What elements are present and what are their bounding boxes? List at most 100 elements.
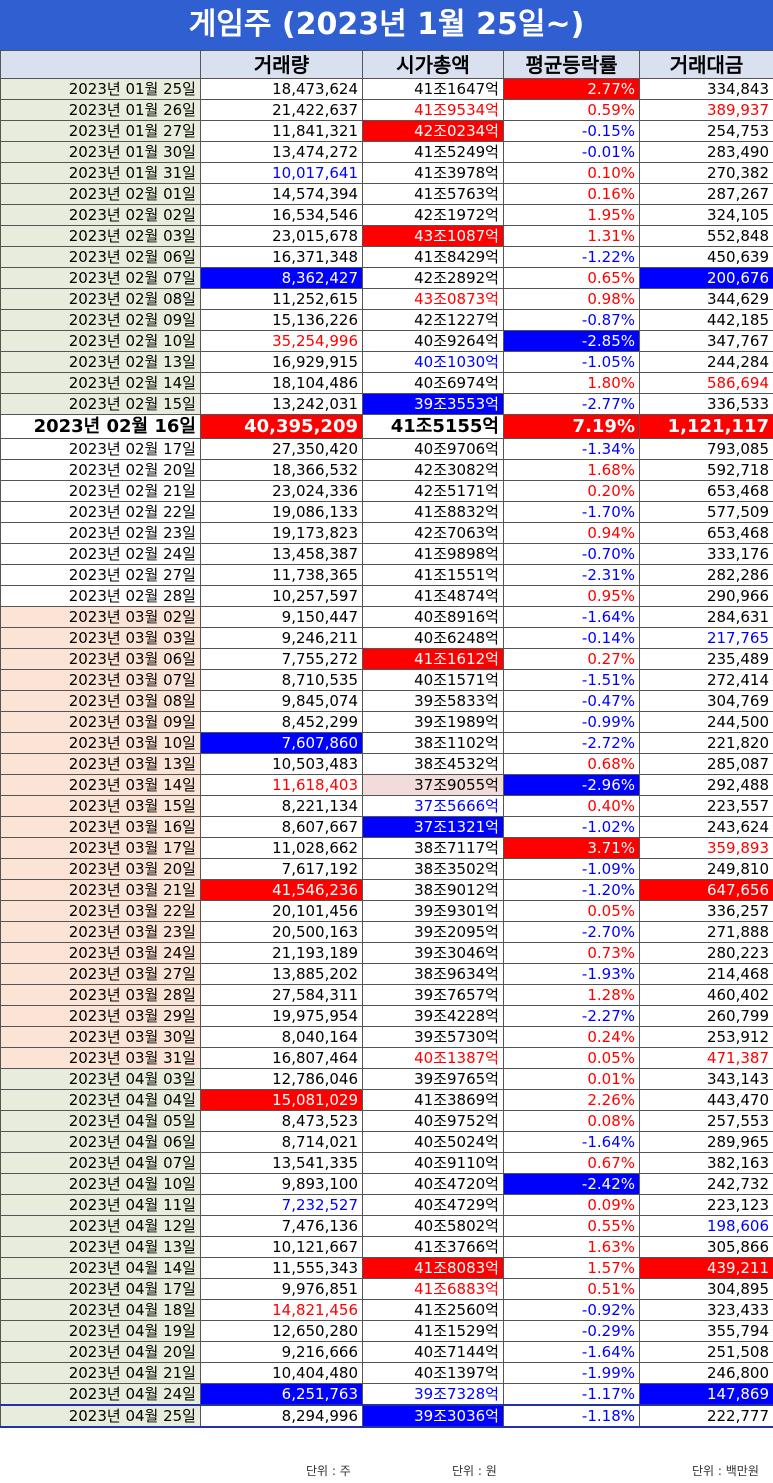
cell-amount: 305,866 [639,1236,773,1258]
cell-cap: 41조8083억 [362,1257,504,1279]
cell-date: 2023년 01월 27일 [0,120,201,142]
cell-volume: 16,534,546 [200,204,363,226]
table-row: 2023년 02월 16일 40,395,209 41조5155억 7.19% 1,12… [0,414,773,439]
cell-amount: 647,656 [639,879,773,901]
cell-amount: 254,753 [639,120,773,142]
cell-rate: 1.68% [503,459,640,481]
cell-date: 2023년 02월 20일 [0,459,201,481]
table-row: 2023년 04월 17일 9,976,851 41조6883억 0.51% 304,8… [0,1278,773,1300]
cell-amount: 442,185 [639,309,773,331]
cell-date: 2023년 02월 28일 [0,585,201,607]
cell-amount: 272,414 [639,669,773,691]
cell-amount: 577,509 [639,501,773,523]
cell-date: 2023년 04월 11일 [0,1194,201,1216]
table-row: 2023년 02월 08일 11,252,615 43조0873억 0.98% 344,… [0,288,773,310]
cell-date: 2023년 02월 08일 [0,288,201,310]
cell-rate: 7.19% [503,414,640,439]
cell-rate: 0.65% [503,267,640,289]
cell-date: 2023년 03월 14일 [0,774,201,796]
cell-date: 2023년 02월 03일 [0,225,201,247]
cell-date: 2023년 04월 25일 [0,1404,201,1428]
cell-rate: 0.05% [503,1047,640,1069]
cell-volume: 8,710,535 [200,669,363,691]
cell-cap: 41조8429억 [362,246,504,268]
cell-rate: 0.20% [503,480,640,502]
cell-cap: 38조4532억 [362,753,504,775]
cell-cap: 40조9110억 [362,1152,504,1174]
cell-rate: 1.63% [503,1236,640,1258]
cell-date: 2023년 02월 23일 [0,522,201,544]
cell-date: 2023년 02월 17일 [0,438,201,460]
table-row: 2023년 03월 17일 11,028,662 38조7117억 3.71% 359,… [0,837,773,859]
table-row: 2023년 02월 13일 16,929,915 40조1030억 -1.05% 244… [0,351,773,373]
cell-cap: 37조1321억 [362,816,504,838]
cell-rate: 0.08% [503,1110,640,1132]
cell-cap: 39조3553억 [362,393,504,415]
cell-date: 2023년 04월 18일 [0,1299,201,1321]
cell-cap: 41조1551억 [362,564,504,586]
cell-amount: 282,286 [639,564,773,586]
cell-volume: 7,755,272 [200,648,363,670]
cell-volume: 11,738,365 [200,564,363,586]
cell-amount: 304,769 [639,690,773,712]
table-row: 2023년 03월 24일 21,193,189 39조3046억 0.73% 280,… [0,942,773,964]
cell-volume: 21,422,637 [200,99,363,121]
cell-amount: 217,765 [639,627,773,649]
cell-volume: 13,541,335 [200,1152,363,1174]
cell-volume: 35,254,996 [200,330,363,352]
cell-cap: 41조3978억 [362,162,504,184]
cell-date: 2023년 03월 31일 [0,1047,201,1069]
cell-rate: 0.55% [503,1215,640,1237]
cell-amount: 592,718 [639,459,773,481]
cell-rate: 0.51% [503,1278,640,1300]
table-row: 2023년 03월 02일 9,150,447 40조8916억 -1.64% 284,… [0,606,773,628]
unit-amount: 단위 : 백만원 [692,1464,759,1478]
cell-volume: 9,246,211 [200,627,363,649]
cell-date: 2023년 03월 10일 [0,732,201,754]
cell-volume: 8,473,523 [200,1110,363,1132]
cell-volume: 27,350,420 [200,438,363,460]
sheet-title: 게임주 (2023년 1월 25일~) [0,0,773,50]
table-row: 2023년 04월 21일 10,404,480 40조1397억 -1.99% 246… [0,1362,773,1384]
cell-amount: 552,848 [639,225,773,247]
cell-rate: -1.51% [503,669,640,691]
cell-amount: 200,676 [639,267,773,289]
cell-amount: 324,105 [639,204,773,226]
cell-cap: 41조9534억 [362,99,504,121]
header-row: 거래량 시가총액 평균등락률 거래대금 [0,50,773,79]
cell-volume: 18,366,532 [200,459,363,481]
cell-volume: 11,252,615 [200,288,363,310]
cell-date: 2023년 02월 22일 [0,501,201,523]
cell-date: 2023년 04월 12일 [0,1215,201,1237]
cell-amount: 270,382 [639,162,773,184]
cell-rate: -1.22% [503,246,640,268]
cell-date: 2023년 03월 13일 [0,753,201,775]
cell-amount: 244,500 [639,711,773,733]
cell-date: 2023년 03월 29일 [0,1005,201,1027]
cell-amount: 244,284 [639,351,773,373]
cell-date: 2023년 03월 16일 [0,816,201,838]
cell-rate: -1.70% [503,501,640,523]
cell-volume: 10,257,597 [200,585,363,607]
cell-amount: 334,843 [639,78,773,100]
header-market-cap: 시가총액 [362,50,504,79]
table-row: 2023년 03월 15일 8,221,134 37조5666억 0.40% 223,5… [0,795,773,817]
cell-cap: 41조5249억 [362,141,504,163]
cell-amount: 280,223 [639,942,773,964]
cell-cap: 40조6974억 [362,372,504,394]
cell-amount: 290,966 [639,585,773,607]
cell-rate: -2.31% [503,564,640,586]
cell-volume: 11,028,662 [200,837,363,859]
cell-date: 2023년 02월 16일 [0,414,201,439]
table-row: 2023년 03월 10일 7,607,860 38조1102억 -2.72% 221,… [0,732,773,754]
cell-date: 2023년 02월 13일 [0,351,201,373]
cell-date: 2023년 04월 13일 [0,1236,201,1258]
cell-amount: 246,800 [639,1362,773,1384]
cell-rate: 0.98% [503,288,640,310]
table-row: 2023년 03월 06일 7,755,272 41조1612억 0.27% 235,4… [0,648,773,670]
cell-cap: 42조5171억 [362,480,504,502]
cell-amount: 439,211 [639,1257,773,1279]
cell-amount: 653,468 [639,522,773,544]
cell-amount: 460,402 [639,984,773,1006]
